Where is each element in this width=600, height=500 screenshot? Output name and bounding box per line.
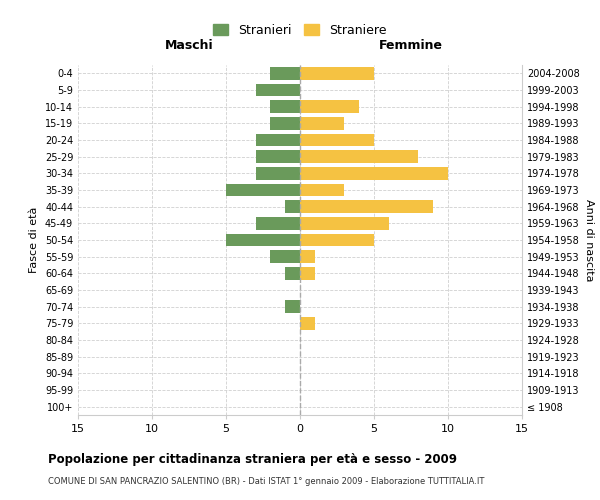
Bar: [271, 250, 300, 263]
Bar: [226, 184, 300, 196]
Legend: Stranieri, Straniere: Stranieri, Straniere: [208, 19, 392, 42]
Y-axis label: Anni di nascita: Anni di nascita: [583, 198, 593, 281]
Text: COMUNE DI SAN PANCRAZIO SALENTINO (BR) - Dati ISTAT 1° gennaio 2009 - Elaborazio: COMUNE DI SAN PANCRAZIO SALENTINO (BR) -…: [48, 478, 484, 486]
Bar: [300, 267, 315, 280]
Text: Popolazione per cittadinanza straniera per età e sesso - 2009: Popolazione per cittadinanza straniera p…: [48, 452, 457, 466]
Bar: [300, 117, 344, 130]
Bar: [300, 317, 315, 330]
Text: Maschi: Maschi: [164, 38, 214, 52]
Bar: [300, 234, 374, 246]
Bar: [300, 184, 344, 196]
Bar: [271, 117, 300, 130]
Bar: [256, 217, 300, 230]
Y-axis label: Fasce di età: Fasce di età: [29, 207, 39, 273]
Bar: [226, 234, 300, 246]
Bar: [256, 150, 300, 163]
Bar: [300, 167, 448, 179]
Bar: [285, 300, 300, 313]
Bar: [300, 217, 389, 230]
Bar: [300, 200, 433, 213]
Bar: [285, 200, 300, 213]
Text: Femmine: Femmine: [379, 38, 443, 52]
Bar: [271, 67, 300, 80]
Bar: [256, 84, 300, 96]
Bar: [300, 100, 359, 113]
Bar: [300, 250, 315, 263]
Bar: [300, 67, 374, 80]
Bar: [256, 134, 300, 146]
Bar: [271, 100, 300, 113]
Bar: [300, 134, 374, 146]
Bar: [256, 167, 300, 179]
Bar: [285, 267, 300, 280]
Bar: [300, 150, 418, 163]
